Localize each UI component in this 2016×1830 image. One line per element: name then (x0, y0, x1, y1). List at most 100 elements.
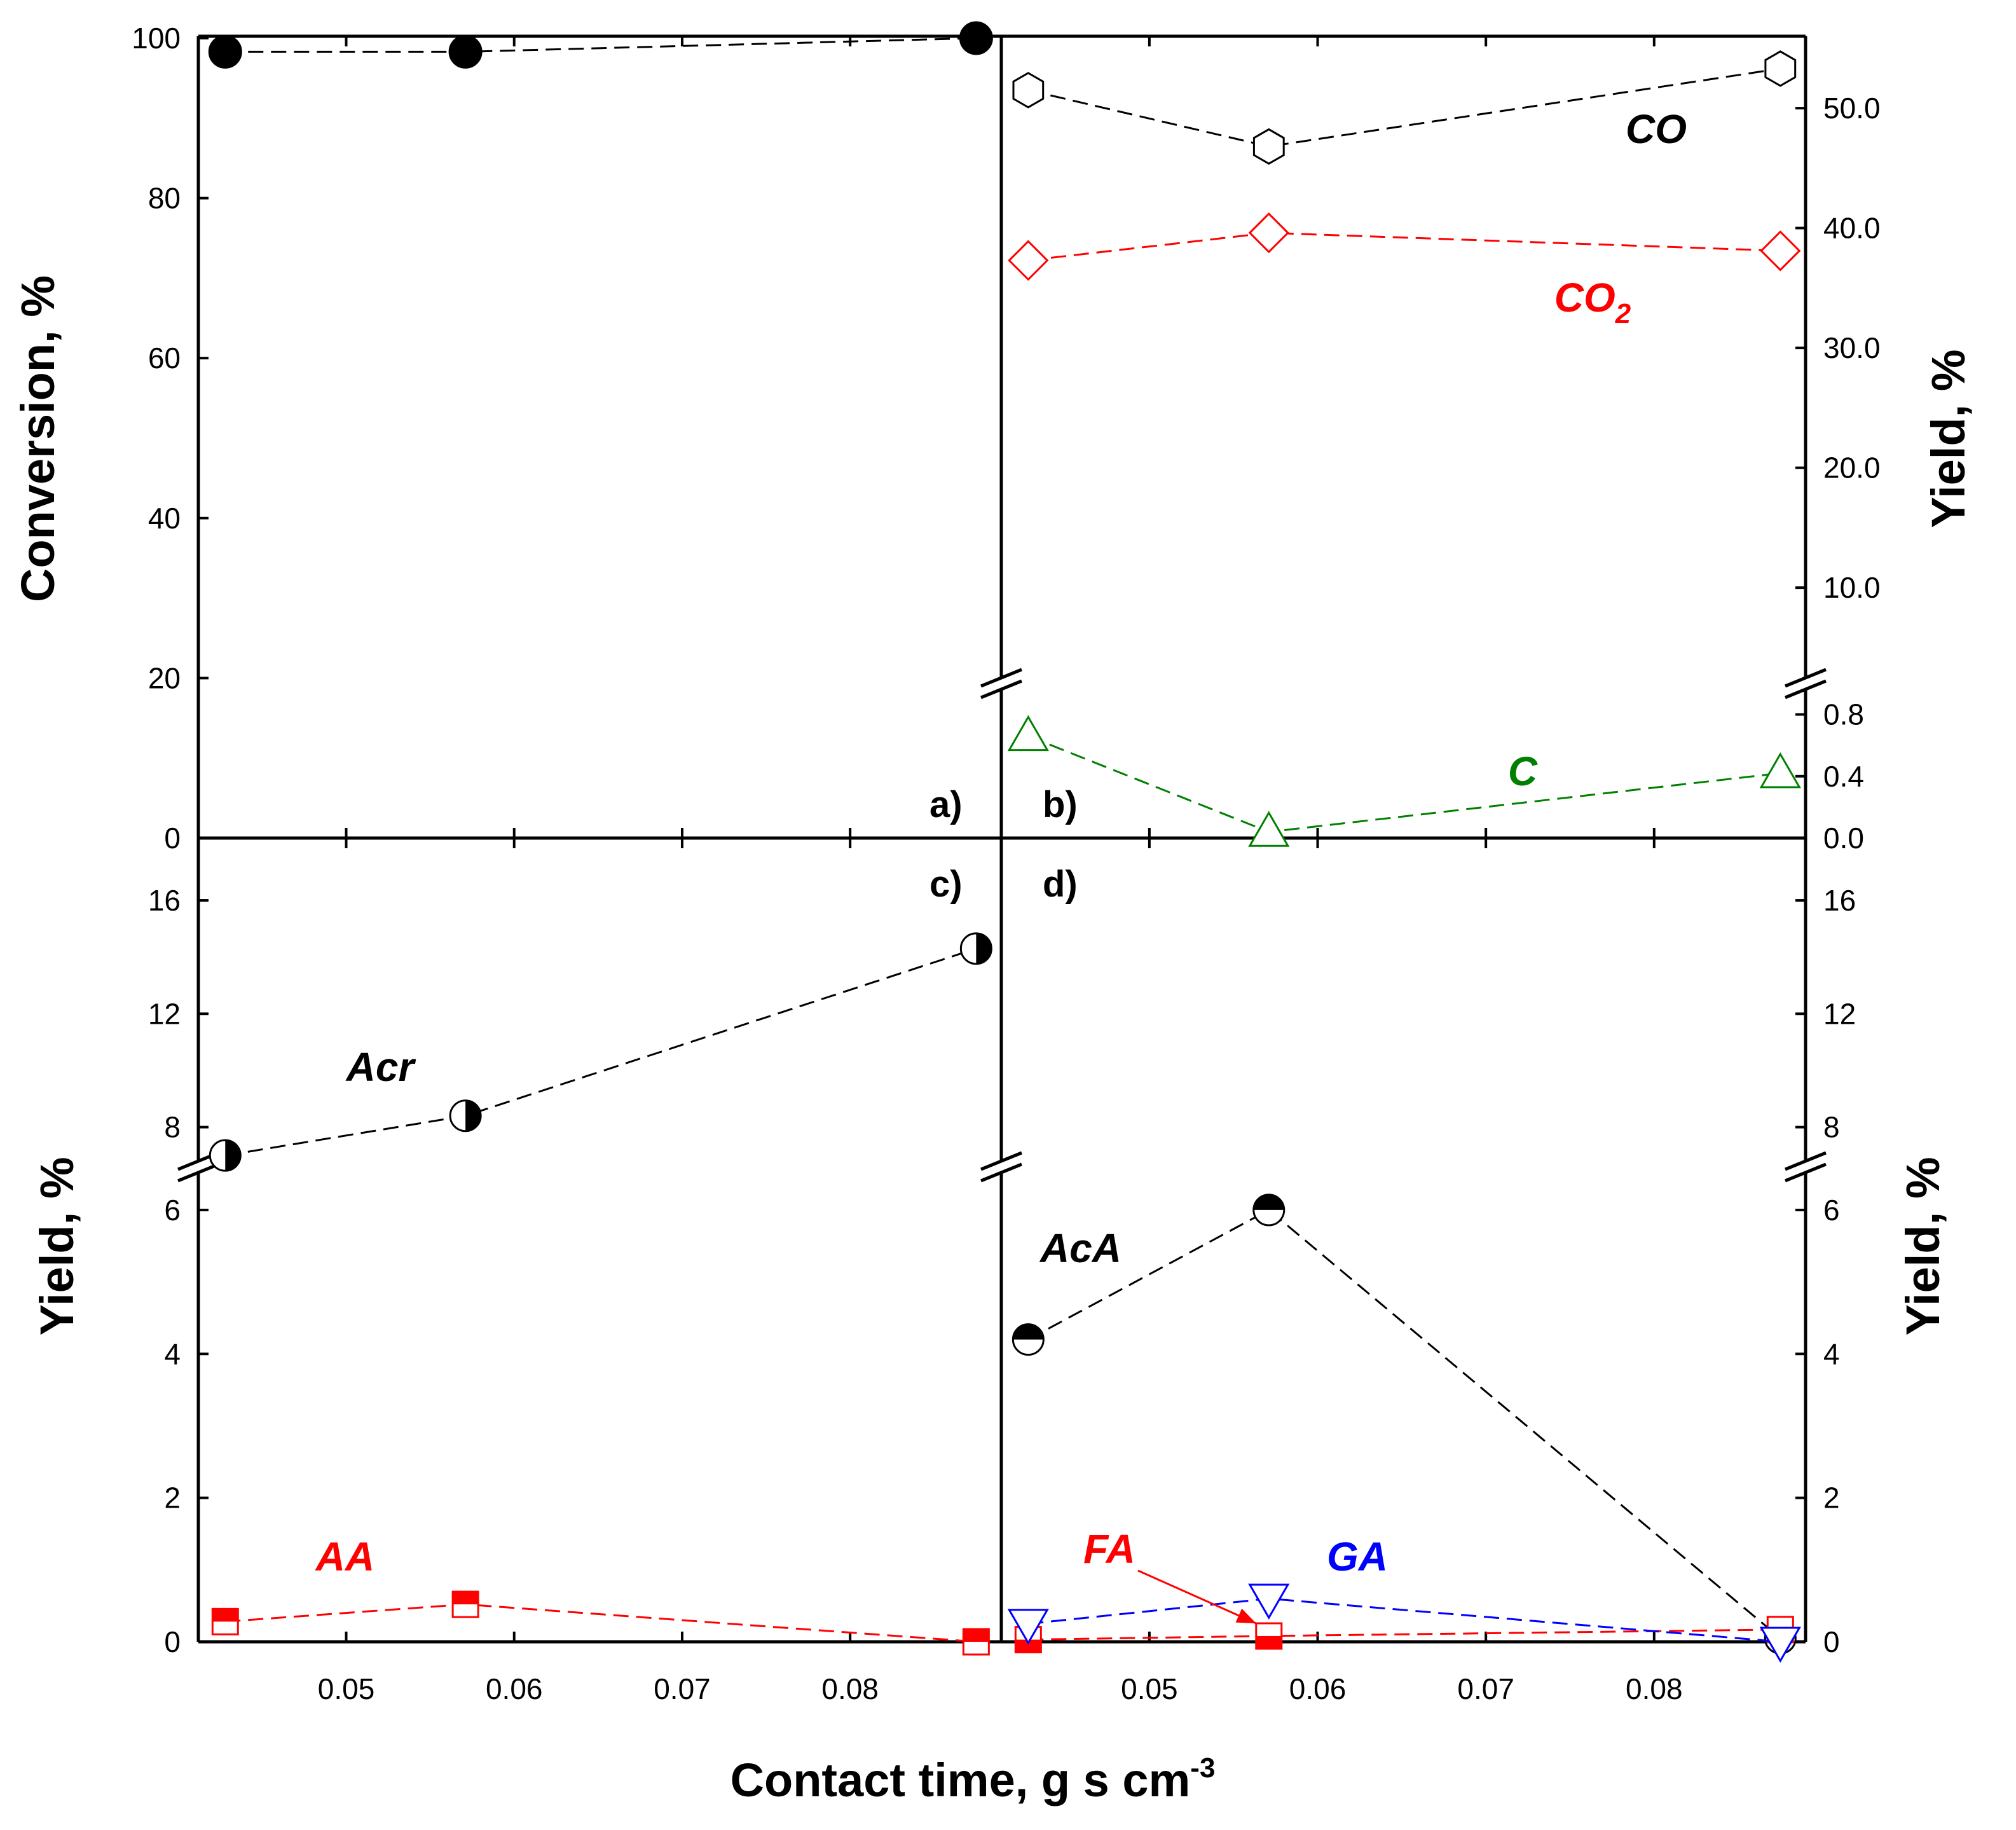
tick-label-b: 0.0 (1823, 822, 1864, 855)
panel-label-c: c) (929, 863, 963, 905)
tick-label-c: 16 (148, 884, 181, 917)
data-point-b-c (1007, 715, 1049, 752)
data-point-b-co-shape (1252, 128, 1285, 165)
tick-label-c: 4 (164, 1337, 181, 1370)
axis-break-d-left-stroke (980, 1162, 1022, 1183)
data-point-c-aa-fill (212, 1609, 238, 1622)
data-point-c-acr (449, 1099, 482, 1132)
series-label-co2-subscript: 2 (1615, 298, 1631, 329)
tick-label-b: 50.0 (1823, 92, 1881, 125)
panel-label-d: d) (1043, 863, 1078, 905)
tick-label-d: 6 (1823, 1194, 1840, 1227)
data-point-b-c-shape (1759, 752, 1801, 788)
series-label-c: C (1508, 748, 1538, 794)
data-point-d-fa (1255, 1622, 1283, 1650)
data-point-b-co2-shape (1008, 240, 1049, 281)
data-point-b-co2 (1760, 230, 1801, 272)
series-label-aca: AcA (1039, 1225, 1121, 1271)
data-point-c-acr (209, 1139, 242, 1172)
tick-label-a: 0 (164, 822, 181, 855)
data-point-b-co2 (1248, 212, 1289, 254)
data-point-c-aa-fill (453, 1592, 479, 1605)
tick-label-c: 8 (164, 1111, 181, 1144)
tick-label-b: 0.4 (1823, 760, 1864, 793)
y-axis-title-d: Yield, % (1896, 1157, 1949, 1335)
axis-break-b-right-stroke (1785, 679, 1827, 699)
tick-label-a: 40 (148, 502, 181, 535)
data-point-d-ga-shape (1007, 1609, 1049, 1645)
axis-text: 02040608010010.020.030.040.050.00.00.40.… (11, 22, 1975, 1806)
series-label-acr: Acr (345, 1044, 416, 1090)
data-point-a-conversion-shape (208, 34, 242, 69)
data-point-c-aa (962, 1628, 990, 1656)
series-label-co2: CO2 (1554, 275, 1631, 329)
data-point-b-c-shape (1248, 811, 1290, 847)
series-label-co: CO (1626, 106, 1687, 152)
data-point-d-fa-fill (1256, 1635, 1282, 1649)
y-axis-title-c: Yield, % (31, 1157, 83, 1335)
data-point-b-c (1759, 752, 1801, 788)
axis-break-b-left-stroke (980, 679, 1022, 699)
series-line-d-aca (1027, 1209, 1781, 1639)
panel-label-a: a) (929, 784, 963, 825)
tick-label-a: 20 (148, 661, 181, 694)
x-tick-label: 0.05 (318, 1672, 375, 1705)
series-labels: CO CO2 C Acr AA AcA GA FA (315, 106, 1687, 1625)
series-line-b-co (1027, 67, 1781, 148)
data-point-b-co-shape (1764, 50, 1797, 87)
tick-label-c: 12 (148, 997, 181, 1030)
data-point-b-co (1012, 72, 1045, 109)
data-point-a-conversion (208, 34, 242, 69)
data-point-c-acr-fill (976, 933, 992, 964)
data-point-d-ga (1248, 1583, 1290, 1620)
x-tick-label: 0.08 (1626, 1672, 1683, 1705)
data-point-c-acr-fill (465, 1100, 481, 1131)
y-axis-title-a: Conversion, % (11, 275, 64, 602)
data-point-d-aca (1011, 1323, 1045, 1356)
data-point-d-aca-fill (1253, 1194, 1284, 1210)
x-tick-label: 0.07 (654, 1672, 711, 1705)
data-point-b-c-shape (1007, 715, 1049, 752)
tick-label-d: 16 (1823, 884, 1856, 917)
data-point-b-co2-shape (1760, 230, 1801, 272)
fa-arrow-line (1137, 1569, 1257, 1625)
x-tick-label: 0.05 (1121, 1672, 1178, 1705)
axis-break-d-right-stroke (1785, 1162, 1827, 1183)
data-point-b-c (1248, 811, 1290, 847)
tick-label-a: 60 (148, 341, 181, 375)
tick-label-b: 0.8 (1823, 698, 1864, 731)
data-point-b-co2 (1008, 240, 1049, 281)
axis-break-c-left-stroke (177, 1162, 219, 1183)
data-point-b-co-shape (1012, 72, 1045, 109)
tick-label-c: 6 (164, 1194, 181, 1227)
series-label-fa: FA (1083, 1526, 1135, 1572)
tick-label-b: 20.0 (1823, 451, 1881, 485)
data-point-a-conversion (448, 34, 483, 69)
tick-label-d: 12 (1823, 997, 1856, 1030)
data-series (208, 21, 1801, 1663)
panel-label-b: b) (1043, 784, 1078, 825)
x-tick-label: 0.07 (1457, 1672, 1514, 1705)
data-point-a-conversion-shape (448, 34, 483, 69)
data-point-a-conversion-shape (959, 21, 993, 55)
x-axis-title: Contact time, g s cm-3 (730, 1752, 1216, 1806)
axis-break-b-right-stroke (1785, 668, 1827, 688)
data-point-a-conversion (959, 21, 993, 55)
data-point-c-aa-fill (963, 1629, 989, 1642)
tick-label-b: 30.0 (1823, 331, 1881, 364)
tick-label-d: 0 (1823, 1625, 1840, 1658)
tick-label-c: 0 (164, 1625, 181, 1658)
tick-label-a: 100 (132, 22, 181, 55)
data-point-c-aa (211, 1607, 239, 1635)
axis-break-d-left-stroke (980, 1151, 1022, 1171)
data-point-d-ga (1759, 1627, 1801, 1663)
tick-label-d: 4 (1823, 1337, 1840, 1370)
data-point-c-aa (451, 1590, 479, 1618)
data-point-b-co (1252, 128, 1285, 165)
data-point-c-acr-fill (225, 1140, 241, 1171)
tick-label-a: 80 (148, 182, 181, 215)
data-point-b-co2-shape (1248, 212, 1289, 254)
data-point-d-ga-shape (1759, 1627, 1801, 1663)
series-label-aa: AA (315, 1534, 374, 1579)
